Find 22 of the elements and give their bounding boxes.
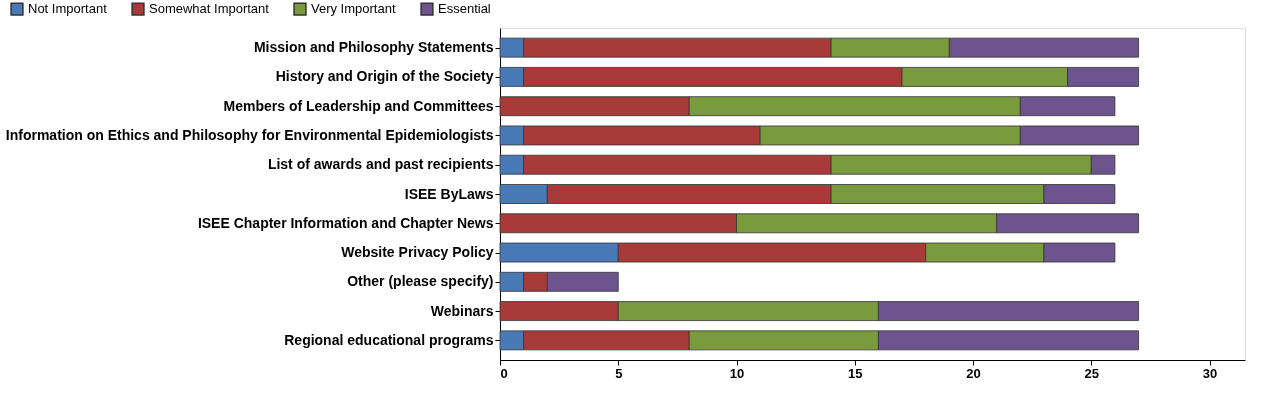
y-tick-label: Members of Leadership and Committees bbox=[223, 97, 494, 114]
y-tick-label: List of awards and past recipients bbox=[267, 156, 494, 173]
x-tick-label: 5 bbox=[615, 365, 623, 381]
y-tick-label: Information on Ethics and Philosophy for Environmental Epidemiologists bbox=[5, 126, 494, 143]
legend-label: Not Important bbox=[28, 1, 108, 17]
x-tick-label: 30 bbox=[1202, 365, 1218, 381]
legend-label: Very Important bbox=[311, 1, 396, 17]
x-tick-label: 0 bbox=[500, 365, 508, 381]
x-tick-label: 10 bbox=[729, 365, 745, 381]
x-tick-label: 15 bbox=[848, 365, 863, 381]
x-tick-label: 25 bbox=[1084, 365, 1099, 381]
x-tick-label: 20 bbox=[966, 365, 981, 381]
y-tick-label: History and Origin of the Society bbox=[275, 68, 494, 85]
legend-label: Essential bbox=[438, 1, 491, 17]
legend-label: Somewhat Important bbox=[149, 1, 270, 17]
y-tick-label: ISEE ByLaws bbox=[404, 185, 494, 202]
y-tick-label: Regional educational programs bbox=[284, 331, 494, 348]
y-tick-label: Mission and Philosophy Statements bbox=[253, 39, 494, 56]
y-tick-label: Other (please specify) bbox=[347, 273, 494, 290]
y-tick-label: ISEE Chapter Information and Chapter News bbox=[197, 214, 494, 231]
y-tick-label: Website Privacy Policy bbox=[341, 244, 494, 261]
y-tick-label: Webinars bbox=[430, 302, 494, 319]
